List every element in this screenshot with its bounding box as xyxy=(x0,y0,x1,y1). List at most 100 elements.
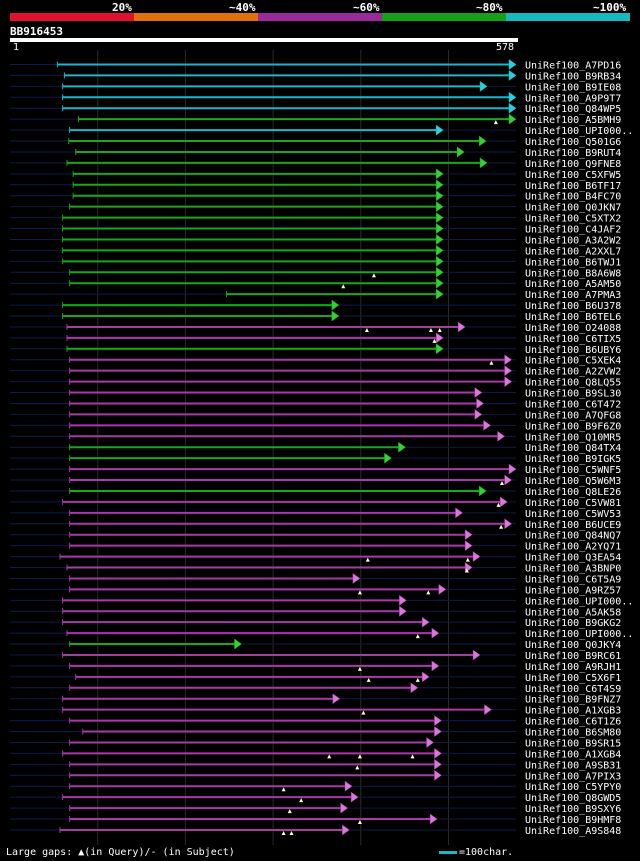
hit-arrow xyxy=(350,791,359,803)
gap-marker xyxy=(496,502,501,507)
scale-legend: =100char. xyxy=(439,847,513,858)
hit-label: UniRef100_A9SB31 xyxy=(525,760,621,771)
colorbar-segment-40 xyxy=(134,13,258,21)
gap-marker xyxy=(432,338,437,343)
identity-legend: 20% ~40% ~60% ~80% ~100% xyxy=(0,0,640,14)
hit-label: UniRef100_C5YPY0 xyxy=(525,782,621,793)
hit-arrow xyxy=(455,507,463,519)
hit-label: UniRef100_B9RC61 xyxy=(525,651,621,662)
gap-marker xyxy=(371,273,376,278)
query-end: 578 xyxy=(496,42,515,53)
hit-label: UniRef100_C5XEK4 xyxy=(525,356,621,367)
hit-label: UniRef100_B9SXY6 xyxy=(525,804,621,815)
gap-marker xyxy=(364,327,369,332)
hit-label: UniRef100_B6TWJ1 xyxy=(525,257,621,268)
hit-label: UniRef100_Q3EA54 xyxy=(525,553,621,564)
hit-arrow xyxy=(457,146,465,158)
hit-label: UniRef100_B9RB34 xyxy=(525,71,621,82)
hit-label: UniRef100_A1XGB4 xyxy=(525,749,621,760)
hit-label: UniRef100_Q9FNE8 xyxy=(525,159,621,170)
gap-marker xyxy=(464,568,469,573)
gap-marker xyxy=(299,798,304,803)
hit-label: UniRef100_B9RUT4 xyxy=(525,148,621,159)
hit-arrow xyxy=(508,463,517,475)
hit-arrow xyxy=(483,419,491,431)
hit-label: UniRef100_Q8LE26 xyxy=(525,487,621,498)
hit-label: UniRef100_B6UBY6 xyxy=(525,345,621,356)
hit-label: UniRef100_C6T472 xyxy=(525,399,621,410)
hit-arrow xyxy=(435,343,444,355)
hit-label: UniRef100_Q84NQ7 xyxy=(525,531,621,542)
hit-label: UniRef100_Q5W6M3 xyxy=(525,476,621,487)
hit-arrow xyxy=(435,190,444,202)
hit-label: UniRef100_B6TF17 xyxy=(525,181,621,192)
hit-arrow xyxy=(342,824,350,836)
legend-label-40: ~40% xyxy=(229,1,256,14)
hit-arrow xyxy=(434,769,442,781)
gap-marker xyxy=(365,557,370,562)
hit-arrow xyxy=(435,233,444,245)
hit-label: UniRef100_C5VW81 xyxy=(525,498,621,509)
query-bar xyxy=(10,38,518,42)
hit-arrow xyxy=(421,616,430,628)
gap-marker xyxy=(327,754,332,759)
hit-label: UniRef100_B9GKG2 xyxy=(525,618,621,629)
hit-label: UniRef100_A9P9T7 xyxy=(525,93,621,104)
hit-label: UniRef100_B9F6Z0 xyxy=(525,421,621,432)
hit-label: UniRef100_C6T5A9 xyxy=(525,574,621,585)
hit-arrow xyxy=(410,682,419,694)
hit-arrow xyxy=(434,747,442,759)
hit-label: UniRef100_Q8GWD5 xyxy=(525,793,621,804)
hit-arrow xyxy=(478,135,487,147)
hit-label: UniRef100_C5WV53 xyxy=(525,509,621,520)
hit-label: UniRef100_A7PMA3 xyxy=(525,290,621,301)
hit-label: UniRef100_B9IGK5 xyxy=(525,454,621,465)
hit-arrow xyxy=(504,365,513,377)
identity-colorbar xyxy=(10,13,630,21)
hit-arrow xyxy=(399,605,407,617)
hit-arrow xyxy=(434,758,442,770)
hit-label: UniRef100_B9IE08 xyxy=(525,82,621,93)
hit-arrow xyxy=(508,69,517,81)
hit-label: UniRef100_Q84TX4 xyxy=(525,443,621,454)
hit-arrow xyxy=(435,223,444,235)
hit-arrow xyxy=(484,704,492,716)
legend-label-80: ~80% xyxy=(476,1,503,14)
hit-arrow xyxy=(332,693,341,705)
hit-label: UniRef100_Q501G6 xyxy=(525,137,621,148)
hit-arrow xyxy=(344,780,353,792)
hit-label: UniRef100_C5XTX2 xyxy=(525,214,621,225)
hit-label: UniRef100_C5X6F1 xyxy=(525,673,621,684)
gap-marker xyxy=(281,787,286,792)
hit-label: UniRef100_Q84WP5 xyxy=(525,104,621,115)
hit-arrow xyxy=(435,255,444,267)
hit-label: UniRef100_Q10MR5 xyxy=(525,432,621,443)
hit-label: UniRef100_Q0JKY4 xyxy=(525,640,621,651)
hit-arrow xyxy=(504,354,513,366)
gap-marker xyxy=(341,284,346,289)
hit-label: UniRef100_A5AM50 xyxy=(525,279,621,290)
hit-arrow xyxy=(479,80,488,92)
hit-arrow xyxy=(429,813,438,825)
hit-arrow xyxy=(464,529,473,541)
gap-marker xyxy=(499,481,504,486)
hit-label: UniRef100_A1XGB3 xyxy=(525,706,621,717)
scale-bar xyxy=(439,850,457,854)
colorbar-segment-100 xyxy=(506,13,630,21)
hit-label: UniRef100_C6T4S9 xyxy=(525,684,621,695)
hit-label: UniRef100_A2XXL7 xyxy=(525,246,621,257)
hit-arrow xyxy=(504,376,513,388)
hit-arrow xyxy=(457,321,466,333)
hit-arrow xyxy=(508,59,517,70)
hit-arrow xyxy=(478,485,487,497)
gaps-legend: Large gaps: ▲(in Query)/- (in Subject) xyxy=(6,847,235,858)
gap-marker xyxy=(366,677,371,682)
gap-marker xyxy=(361,710,366,715)
hit-arrow xyxy=(434,715,442,727)
hit-label: UniRef100_B9FNZ7 xyxy=(525,695,621,706)
gap-marker xyxy=(437,327,442,332)
gap-marker xyxy=(355,765,360,770)
hit-arrow xyxy=(431,627,440,639)
gap-marker xyxy=(287,809,292,814)
hit-arrow xyxy=(508,102,517,114)
